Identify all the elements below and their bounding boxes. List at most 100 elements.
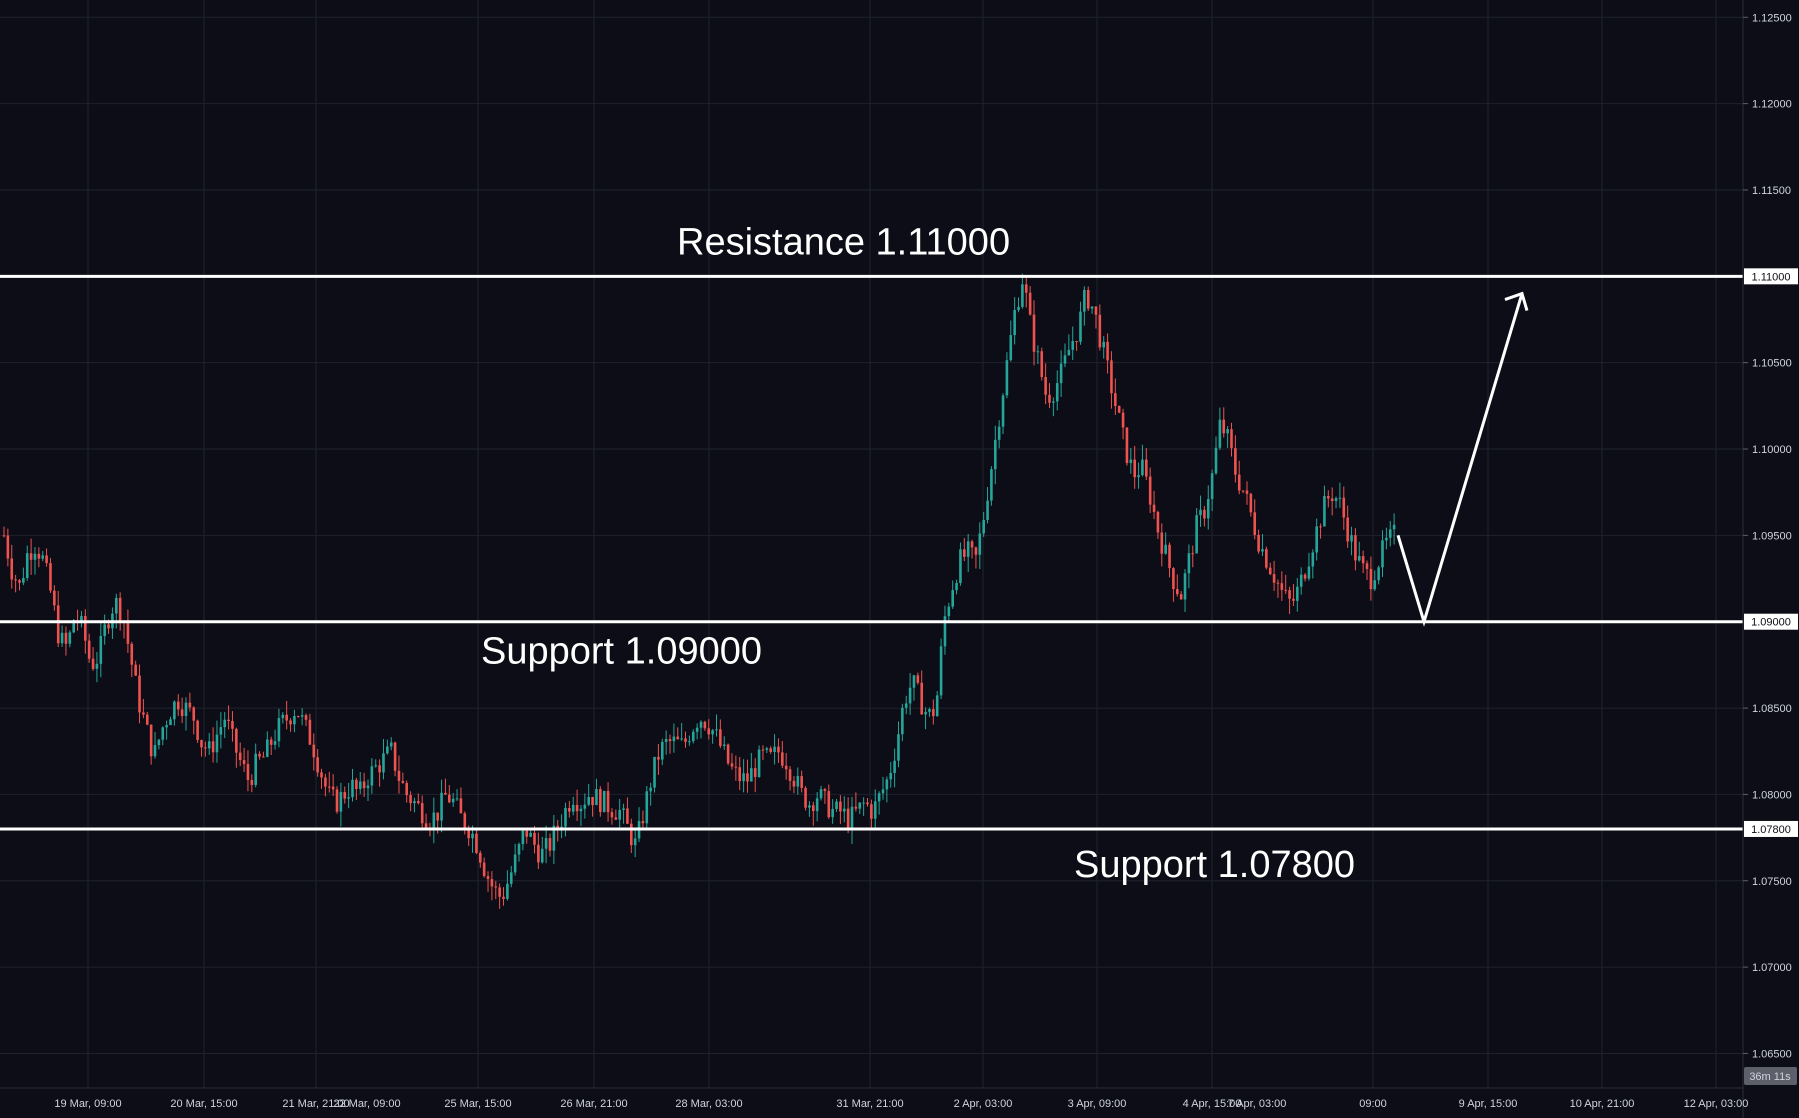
candle bbox=[564, 802, 567, 837]
candle-body bbox=[242, 760, 246, 765]
candle-body bbox=[610, 812, 614, 818]
candle bbox=[397, 755, 401, 794]
price-axis-panel[interactable] bbox=[1743, 0, 1799, 1118]
candle-body bbox=[467, 829, 470, 839]
projection-arrow[interactable] bbox=[1396, 291, 1529, 627]
candle bbox=[533, 825, 536, 854]
candle-body bbox=[831, 809, 834, 818]
candle-body bbox=[455, 798, 459, 800]
candle bbox=[18, 579, 21, 591]
candle bbox=[1245, 481, 1249, 505]
candle-body bbox=[626, 808, 629, 824]
candle bbox=[1071, 326, 1075, 361]
candle-body bbox=[901, 707, 904, 735]
candle bbox=[424, 813, 428, 830]
candle-body bbox=[1071, 341, 1075, 350]
candle bbox=[289, 717, 292, 732]
candle-body bbox=[358, 781, 362, 790]
candle bbox=[25, 545, 29, 581]
candle-body bbox=[107, 624, 110, 629]
candle bbox=[506, 870, 509, 901]
candle bbox=[277, 708, 281, 748]
projection-arrow-path[interactable] bbox=[1396, 293, 1524, 627]
candle bbox=[548, 833, 552, 857]
candle bbox=[1373, 570, 1377, 592]
candle-body bbox=[374, 765, 378, 767]
time-axis[interactable]: 19 Mar, 09:00 20 Mar, 15:00 21 Mar, 21:002… bbox=[54, 1098, 1748, 1110]
candle bbox=[630, 818, 633, 854]
candle-body bbox=[343, 792, 347, 799]
candle bbox=[1187, 544, 1191, 589]
candle-body bbox=[1114, 393, 1117, 406]
candle-body bbox=[1261, 549, 1264, 552]
price-axis[interactable]: 1.11000 1.09000 1.07800 1.12500 1.12000 1.115… bbox=[1743, 12, 1798, 1060]
candle-body bbox=[235, 728, 238, 753]
candle-body bbox=[695, 727, 699, 732]
candle-body bbox=[1276, 582, 1280, 584]
candle bbox=[1191, 545, 1195, 568]
candle-body bbox=[1280, 583, 1284, 590]
candle bbox=[1230, 422, 1233, 457]
candle bbox=[904, 695, 908, 715]
candle-body bbox=[266, 739, 269, 757]
candle-body bbox=[680, 738, 683, 740]
candle bbox=[1013, 297, 1016, 345]
candle-body bbox=[478, 852, 482, 863]
candle-body bbox=[1059, 363, 1063, 384]
candle-body bbox=[707, 728, 711, 735]
candle-body bbox=[204, 747, 207, 749]
level-price-tag bbox=[1744, 613, 1798, 630]
candle-body bbox=[657, 756, 660, 760]
candle bbox=[448, 785, 451, 804]
candle-body bbox=[459, 798, 463, 814]
candle-body bbox=[320, 772, 323, 778]
candle bbox=[765, 746, 769, 754]
candle bbox=[1102, 336, 1106, 359]
candle-body bbox=[126, 623, 130, 644]
candle bbox=[444, 778, 447, 795]
candle bbox=[1249, 492, 1253, 517]
candle-body bbox=[633, 838, 637, 846]
candle bbox=[676, 727, 680, 740]
candle bbox=[796, 767, 800, 795]
candle-body bbox=[1191, 553, 1195, 555]
candle bbox=[544, 825, 548, 864]
candle bbox=[1040, 347, 1044, 381]
candle-body bbox=[540, 848, 544, 863]
candle-body bbox=[513, 854, 517, 873]
candle-body bbox=[943, 616, 947, 647]
candle bbox=[537, 832, 540, 870]
candle-body bbox=[1009, 335, 1013, 361]
candle-body bbox=[506, 883, 509, 899]
candle-body bbox=[1319, 526, 1322, 528]
horizontal-levels[interactable] bbox=[0, 274, 1743, 831]
candle bbox=[1117, 405, 1121, 414]
candle-body bbox=[579, 808, 583, 812]
candle-body bbox=[1086, 289, 1090, 309]
candle-body bbox=[405, 782, 409, 796]
candle-body bbox=[672, 736, 676, 742]
candle-body bbox=[1145, 459, 1148, 477]
time-tick-label: 25 Mar, 15:00 bbox=[444, 1098, 511, 1110]
candle-body bbox=[53, 590, 56, 606]
candle bbox=[552, 815, 556, 865]
candle bbox=[1110, 351, 1113, 409]
candle bbox=[324, 773, 327, 797]
candle bbox=[1009, 320, 1013, 362]
candle-body bbox=[87, 640, 91, 659]
candle-body bbox=[784, 765, 788, 770]
candle-body bbox=[870, 804, 873, 819]
candle bbox=[881, 776, 885, 800]
candle bbox=[463, 811, 467, 835]
candle-body bbox=[959, 549, 962, 584]
time-tick-label: 22 Mar, 09:00 bbox=[333, 1098, 400, 1110]
candle-body bbox=[258, 753, 261, 757]
projection-arrow-head-icon bbox=[1504, 291, 1529, 312]
candle bbox=[614, 809, 618, 821]
candle bbox=[970, 539, 974, 559]
candle-body bbox=[1268, 567, 1272, 575]
candle bbox=[393, 741, 397, 777]
candle-body bbox=[955, 583, 958, 591]
